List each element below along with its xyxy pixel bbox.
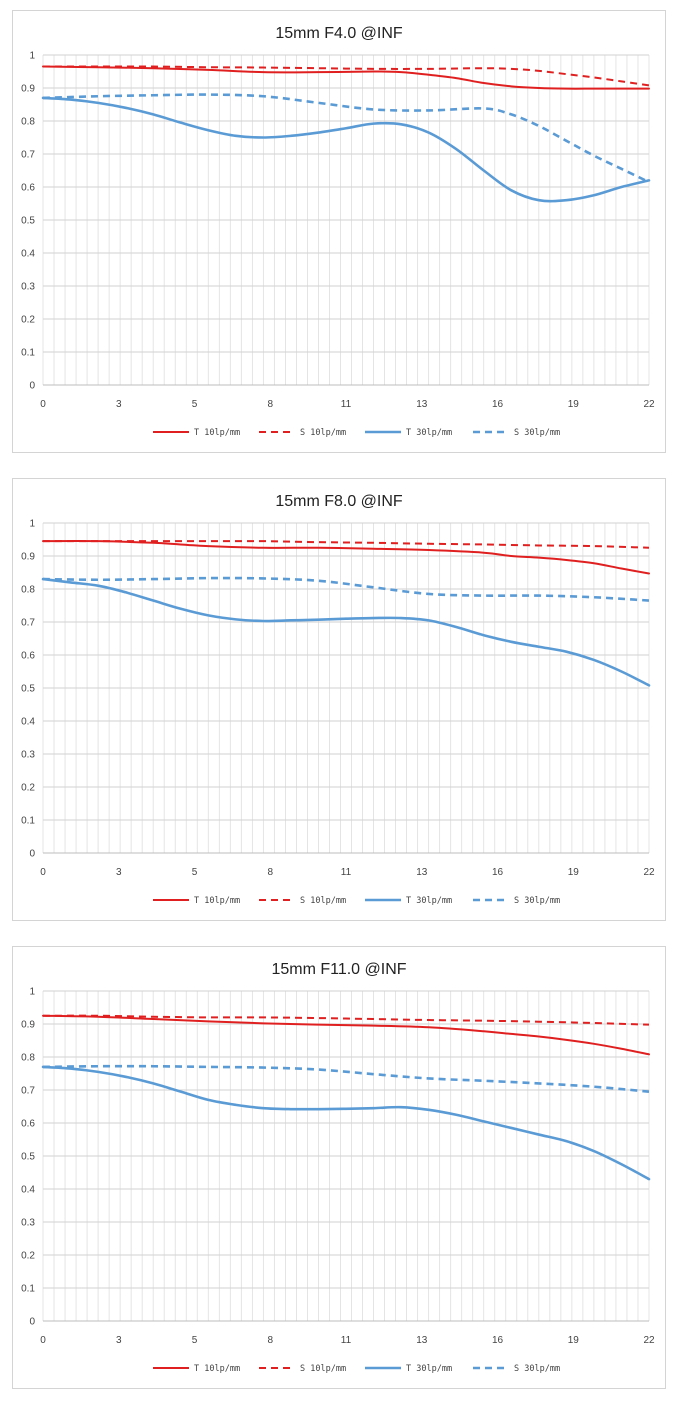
x-tick-label: 11	[341, 867, 352, 878]
series-line-s-10lp-mm	[43, 65, 650, 87]
series-line-s-10lp-mm	[42, 1014, 650, 1026]
x-tick-label: 3	[116, 1335, 122, 1346]
y-tick-label: 0.2	[21, 315, 35, 326]
x-tick-label: 5	[192, 867, 198, 878]
legend-label: T 30lp/mm	[406, 896, 452, 906]
legend: T 10lp/mm S 10lp/mm T 30lp/mm S 30lp/mm	[153, 896, 560, 906]
series-line-t-10lp-mm	[42, 540, 650, 575]
x-tick-label: 0	[40, 1335, 46, 1346]
gridlines	[42, 990, 650, 1322]
x-tick-label: 13	[416, 1335, 428, 1346]
y-tick-label: 0.5	[21, 684, 35, 695]
x-tick-label: 19	[568, 399, 580, 410]
y-tick-label: 0.2	[21, 1251, 35, 1262]
legend: T 10lp/mm S 10lp/mm T 30lp/mm S 30lp/mm	[153, 1364, 560, 1374]
x-tick-label: 3	[116, 867, 122, 878]
y-tick-label: 0.7	[21, 618, 35, 629]
x-tick-label: 22	[643, 867, 655, 878]
x-tick-label: 19	[568, 1335, 580, 1346]
chart-title: 15mm F4.0 @INF	[275, 25, 403, 42]
legend-label: S 10lp/mm	[300, 1364, 346, 1374]
series-line-s-10lp-mm	[43, 540, 650, 549]
y-tick-label: 0.3	[21, 750, 35, 761]
y-tick-label: 0.1	[21, 816, 35, 827]
gridlines	[42, 522, 650, 854]
y-tick-label: 0.4	[21, 249, 35, 260]
y-tick-label: 0.8	[21, 1053, 35, 1064]
series-line-t-30lp-mm	[41, 577, 651, 687]
y-tick-label: 0.4	[21, 717, 35, 728]
chart-title: 15mm F11.0 @INF	[271, 961, 406, 978]
y-tick-label: 0.8	[21, 117, 35, 128]
series-line-t-10lp-mm	[42, 1014, 650, 1056]
x-tick-label: 8	[267, 1335, 273, 1346]
x-tick-label: 5	[192, 1335, 198, 1346]
x-tick-label: 11	[341, 1335, 352, 1346]
legend-label: T 30lp/mm	[406, 428, 452, 438]
x-tick-label: 13	[416, 399, 428, 410]
y-tick-label: 0.6	[21, 183, 35, 194]
x-tick-label: 13	[416, 867, 428, 878]
chart-svg: 15mm F4.0 @INF 0 0.1 0.2 0.3 0.4 0.5 0.6 0.7 0.8 0…	[21, 25, 655, 438]
y-tick-label: 0.2	[21, 783, 35, 794]
legend-label: S 30lp/mm	[514, 428, 560, 438]
y-tick-label: 0.9	[21, 1020, 35, 1031]
y-tick-label: 1	[29, 987, 35, 998]
x-tick-label: 5	[192, 399, 198, 410]
y-tick-label: 0.4	[21, 1185, 35, 1196]
legend-label: T 30lp/mm	[406, 1364, 452, 1374]
x-tick-label: 8	[267, 399, 273, 410]
chart-svg: 15mm F11.0 @INF 0 0.1 0.2 0.3 0.4 0.5 0.6 0.7 0.8…	[21, 961, 655, 1374]
series-line-s-30lp-mm	[42, 93, 650, 184]
y-tick-label: 0.9	[21, 84, 35, 95]
series-line-t-30lp-mm	[41, 1065, 651, 1181]
x-tick-label: 22	[643, 1335, 655, 1346]
x-tick-label: 8	[267, 867, 273, 878]
x-tick-label: 19	[568, 867, 580, 878]
y-tick-label: 0.7	[21, 150, 35, 161]
legend-label: T 10lp/mm	[194, 428, 240, 438]
legend-label: T 10lp/mm	[194, 1364, 240, 1374]
series-line-s-30lp-mm	[42, 1064, 650, 1093]
legend-label: S 30lp/mm	[514, 1364, 560, 1374]
x-tick-label: 22	[643, 399, 655, 410]
chart-svg: 15mm F8.0 @INF 0 0.1 0.2 0.3 0.4 0.5 0.6 0.7 0.8 0…	[21, 493, 655, 906]
y-tick-label: 0.1	[21, 1284, 35, 1295]
y-tick-label: 0.1	[21, 348, 35, 359]
x-tick-label: 0	[40, 867, 46, 878]
y-tick-label: 0.7	[21, 1086, 35, 1097]
legend: T 10lp/mm S 10lp/mm T 30lp/mm S 30lp/mm	[153, 428, 560, 438]
series-line-t-30lp-mm	[41, 96, 651, 203]
x-tick-label: 16	[492, 867, 504, 878]
chart-title: 15mm F8.0 @INF	[275, 493, 403, 510]
y-tick-label: 0.6	[21, 1119, 35, 1130]
y-tick-label: 1	[29, 51, 35, 62]
x-tick-label: 16	[492, 1335, 504, 1346]
mtf-chart-f8: 15mm F8.0 @INF 0 0.1 0.2 0.3 0.4 0.5 0.6 0.7 0.8 0…	[12, 478, 666, 921]
x-tick-label: 11	[341, 399, 352, 410]
mtf-chart-f11: 15mm F11.0 @INF 0 0.1 0.2 0.3 0.4 0.5 0.6 0.7 0.8…	[12, 946, 666, 1389]
legend-label: S 10lp/mm	[300, 896, 346, 906]
y-tick-label: 0.3	[21, 1218, 35, 1229]
y-tick-label: 0.5	[21, 216, 35, 227]
y-tick-label: 0.3	[21, 282, 35, 293]
y-tick-label: 0	[29, 849, 35, 860]
y-tick-label: 0.9	[21, 552, 35, 563]
y-tick-label: 0.6	[21, 651, 35, 662]
legend-label: S 10lp/mm	[300, 428, 346, 438]
x-tick-label: 16	[492, 399, 504, 410]
series-line-t-10lp-mm	[42, 65, 650, 90]
gridlines	[42, 54, 650, 386]
series-line-s-30lp-mm	[42, 576, 650, 602]
x-tick-label: 3	[116, 399, 122, 410]
x-tick-label: 0	[40, 399, 46, 410]
y-tick-label: 0	[29, 381, 35, 392]
legend-label: T 10lp/mm	[194, 896, 240, 906]
y-tick-label: 0	[29, 1317, 35, 1328]
legend-label: S 30lp/mm	[514, 896, 560, 906]
y-tick-label: 1	[29, 519, 35, 530]
mtf-chart-f4: 15mm F4.0 @INF 0 0.1 0.2 0.3 0.4 0.5 0.6 0.7 0.8 0…	[12, 10, 666, 453]
y-tick-label: 0.5	[21, 1152, 35, 1163]
y-tick-label: 0.8	[21, 585, 35, 596]
